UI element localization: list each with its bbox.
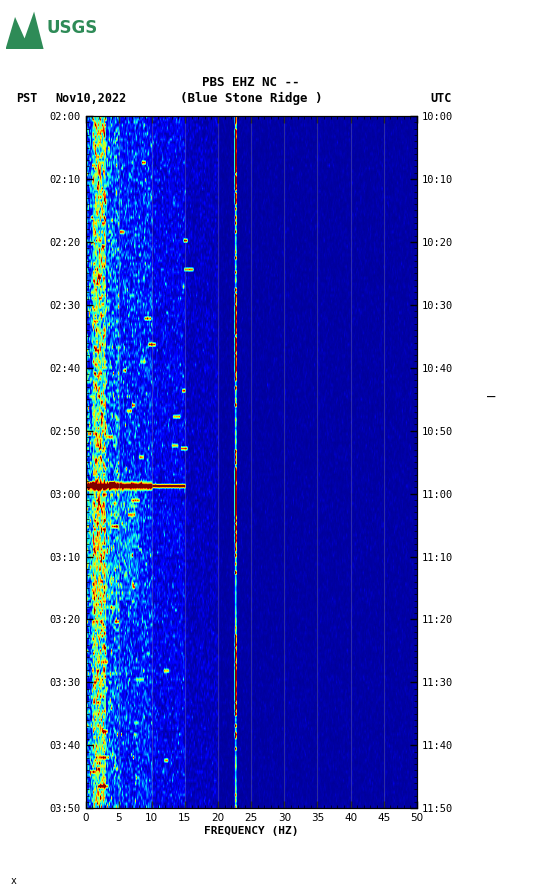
Text: PBS EHZ NC --: PBS EHZ NC -- (203, 76, 300, 88)
Text: Nov10,2022: Nov10,2022 (55, 92, 126, 104)
Text: (Blue Stone Ridge ): (Blue Stone Ridge ) (180, 92, 322, 104)
Text: USGS: USGS (47, 19, 98, 37)
Text: PST: PST (17, 92, 38, 104)
Polygon shape (6, 12, 44, 49)
Text: x: x (11, 876, 17, 886)
X-axis label: FREQUENCY (HZ): FREQUENCY (HZ) (204, 826, 299, 836)
Text: —: — (487, 390, 496, 405)
Text: UTC: UTC (431, 92, 452, 104)
